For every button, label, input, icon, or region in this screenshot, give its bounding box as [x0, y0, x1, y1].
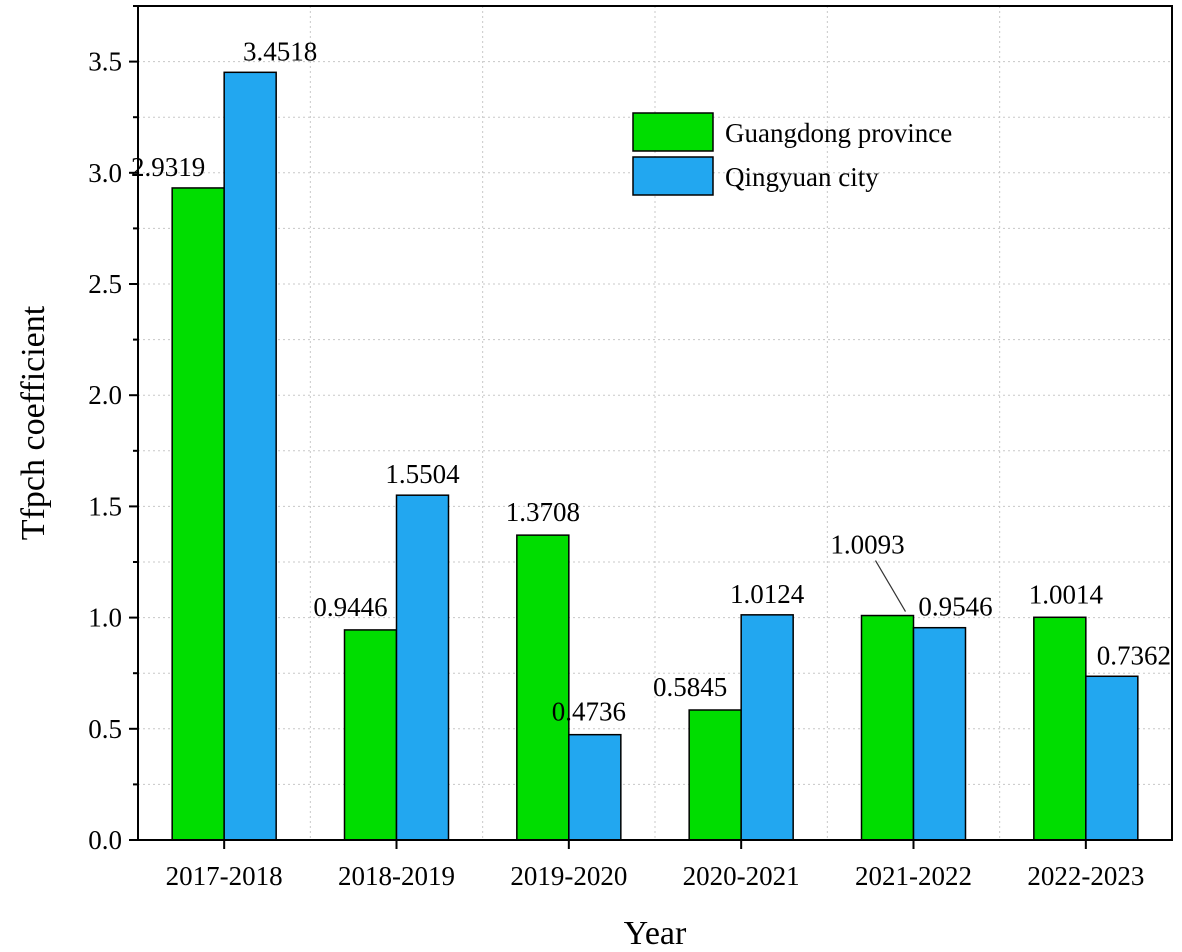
bar-guangdong-2017-2018	[171, 187, 225, 841]
data-label: 1.0093	[830, 530, 904, 560]
x-axis-title: Year	[624, 915, 687, 952]
bar-qingyuan-2020-2021	[740, 614, 794, 841]
x-tick-label: 2018-2019	[338, 861, 455, 891]
bars	[171, 71, 1139, 841]
x-tick-label: 2017-2018	[166, 861, 283, 891]
y-tick-label: 1.0	[88, 603, 122, 633]
legend-label: Guangdong province	[725, 118, 952, 148]
data-label: 0.9446	[313, 592, 387, 622]
label-leader-line	[874, 560, 907, 612]
y-tick-label: 1.5	[88, 491, 122, 521]
x-axis: 2017-2018 2018-2019 2019-2020 2020-2021 2021…	[166, 840, 1144, 891]
data-label: 0.4736	[552, 697, 626, 727]
bar-qingyuan-2018-2019	[395, 494, 450, 841]
data-label: 1.3708	[506, 497, 580, 527]
y-tick-label: 3.0	[88, 158, 122, 188]
y-tick-label: 3.5	[88, 47, 122, 77]
bar-guangdong-2022-2023	[1033, 616, 1087, 841]
y-tick-label: 2.5	[88, 269, 122, 299]
bar-qingyuan-2021-2022	[912, 626, 967, 841]
y-tick-label: 0.5	[88, 714, 122, 744]
bar-guangdong-2019-2020	[516, 534, 570, 841]
y-tick-label: 2.0	[88, 380, 122, 410]
bar-qingyuan-2019-2020	[568, 733, 622, 841]
legend-label: Qingyuan city	[725, 162, 879, 192]
legend-swatch	[632, 112, 714, 152]
bar-guangdong-2018-2019	[343, 629, 398, 841]
plot-frame	[137, 5, 1173, 841]
bar-guangdong-2020-2021	[688, 709, 742, 841]
data-label: 2.9319	[131, 152, 205, 182]
data-label: 0.7362	[1097, 640, 1171, 670]
data-label: 0.9546	[918, 592, 992, 622]
x-tick-label: 2022-2023	[1027, 861, 1144, 891]
y-axis-title: Tfpch coefficient	[15, 305, 52, 540]
data-label: 1.5504	[385, 459, 460, 489]
data-label: 1.0014	[1029, 579, 1104, 609]
bar-qingyuan-2022-2023	[1085, 675, 1139, 841]
bar-qingyuan-2017-2018	[223, 71, 277, 841]
data-label: 1.0124	[730, 579, 805, 609]
x-tick-label: 2019-2020	[510, 861, 627, 891]
y-tick-label: 0.0	[88, 825, 122, 855]
x-tick-label: 2020-2021	[683, 861, 800, 891]
data-label: 3.4518	[243, 36, 317, 66]
data-label: 0.5845	[653, 672, 727, 702]
bar-guangdong-2021-2022	[860, 614, 915, 841]
x-tick-label: 2021-2022	[855, 861, 972, 891]
legend: Guangdong province Qingyuan city	[632, 112, 952, 196]
data-labels: 2.9319 0.9446 1.3708 0.5845 1.0093 1.0014 3.45…	[131, 36, 1171, 726]
y-axis: 0.0 0.5 1.0 1.5 2.0 2.5 3.0 3.5	[88, 5, 138, 855]
legend-swatch	[632, 156, 714, 196]
